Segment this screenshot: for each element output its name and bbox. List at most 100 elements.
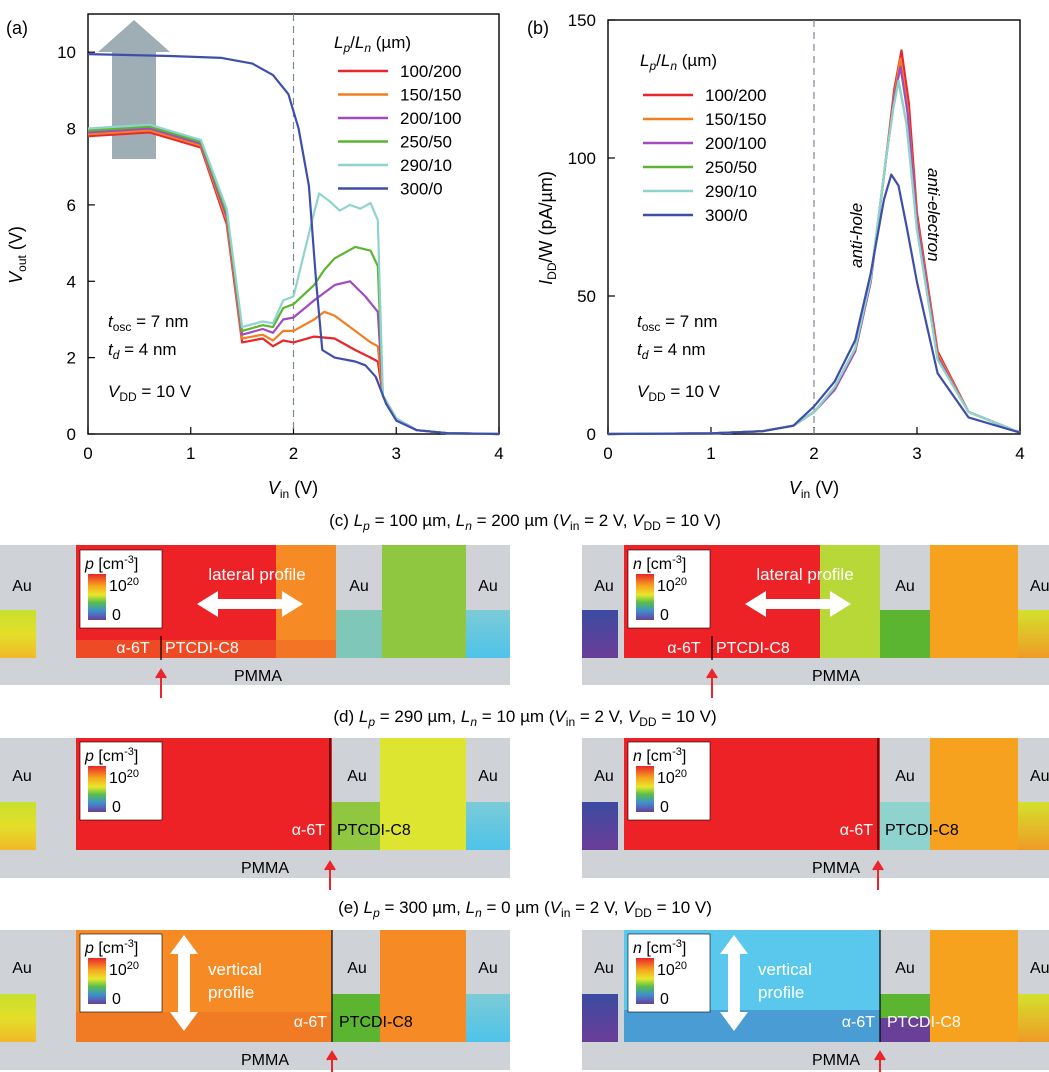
- series-line-290-10: [87, 123, 500, 436]
- au-label: Au: [349, 578, 369, 595]
- vertical-label: vertical: [208, 960, 262, 979]
- legend-label: 100/200: [705, 86, 766, 105]
- au-label: Au: [895, 578, 915, 595]
- up-arrow-icon: [98, 20, 170, 159]
- legend-label: 290/10: [705, 182, 757, 201]
- colorbar: [88, 574, 106, 620]
- legend-label: 150/150: [400, 86, 461, 105]
- colorbar: [636, 766, 654, 812]
- ptcdi-label: PTCDI-C8: [165, 640, 239, 657]
- au-label: Au: [347, 768, 367, 785]
- interface-arrow-icon: [324, 860, 336, 890]
- au-label: Au: [594, 960, 614, 977]
- colorbar-min: 0: [112, 607, 121, 624]
- profile-label: profile: [758, 983, 804, 1002]
- colorbar-min: 0: [660, 991, 669, 1008]
- colorbar-label: n [cm-3]: [633, 938, 686, 957]
- au-label: Au: [478, 960, 498, 977]
- au-label: Au: [895, 960, 915, 977]
- panel-c-right-device: Au Au Au α-6T PTCDI-C8 PMMA n [cm-3] 102…: [582, 545, 1049, 698]
- pmma-label: PMMA: [234, 668, 282, 685]
- colorbar-max: 1020: [657, 576, 687, 595]
- ptcdi-label: PTCDI-C8: [885, 822, 959, 839]
- panel-b-letter: (b): [527, 18, 549, 38]
- au-label: Au: [12, 578, 32, 595]
- panel-a-td: td = 4 nm: [108, 340, 177, 362]
- colorbar-min: 0: [660, 799, 669, 816]
- ptcdi-label: PTCDI-C8: [716, 640, 790, 657]
- au-label: Au: [12, 768, 32, 785]
- interface-arrow-icon: [872, 860, 884, 890]
- colorbar-max: 1020: [657, 768, 687, 787]
- vertical-label: vertical: [758, 960, 812, 979]
- panel-e-left-device: Au Au Au α-6T PTCDI-C8 PMMA p [cm-3] 102…: [0, 930, 510, 1072]
- panel-b: (b) 0 50 100 150 0 1 2 3 4 Lp/Ln (µm) 100/200 15…: [527, 11, 1025, 501]
- a6t-label: α-6T: [292, 822, 325, 839]
- legend-label: 300/0: [705, 206, 748, 225]
- interface-arrow-icon: [706, 668, 718, 698]
- panel-a-x-ticks: 0 1 2 3 4: [83, 427, 504, 463]
- y-tick-label: 2: [67, 349, 76, 368]
- colorbar-label: n [cm-3]: [633, 554, 686, 573]
- a6t-label: α-6T: [116, 640, 149, 657]
- series-line-300-0: [87, 53, 500, 436]
- x-tick-label: 3: [392, 444, 401, 463]
- panel-d-left-device: Au Au Au α-6T PTCDI-C8 PMMA p [cm-3] 102…: [0, 738, 510, 890]
- panel-a-series: [87, 53, 500, 436]
- a6t-label: α-6T: [294, 1014, 327, 1031]
- x-tick-label: 2: [809, 444, 818, 463]
- panel-b-y-ticks: 0 50 100 150: [568, 11, 615, 444]
- panel-a-legend: 100/200 150/150 200/100 250/50 290/10 300/0: [338, 62, 461, 199]
- au-label: Au: [478, 578, 498, 595]
- panel-a: (a) 0 2 4 6 8 10 0 1 2 3 4 Lp/Ln (µm) 100/200 150/…: [6, 13, 504, 501]
- panel-b-series: [607, 49, 1021, 436]
- y-tick-label: 150: [568, 11, 596, 30]
- colorbar-max: 1020: [657, 960, 687, 979]
- colorbar-min: 0: [660, 607, 669, 624]
- colorbar: [636, 958, 654, 1004]
- x-tick-label: 2: [289, 444, 298, 463]
- y-tick-label: 50: [577, 287, 596, 306]
- panel-a-tosc: tosc = 7 nm: [108, 312, 189, 334]
- colorbar-label: p [cm-3]: [84, 554, 138, 573]
- colorbar-max: 1020: [109, 960, 139, 979]
- y-tick-label: 8: [67, 120, 76, 139]
- colorbar: [88, 958, 106, 1004]
- pmma-label: PMMA: [812, 1052, 860, 1069]
- lateral-profile-label: lateral profile: [208, 565, 305, 584]
- panel-c-left-device: Au Au Au α-6T PTCDI-C8 PMMA p [cm-3] 102…: [0, 545, 510, 698]
- panel-a-letter: (a): [6, 18, 28, 38]
- au-label: Au: [594, 578, 614, 595]
- interface-arrow-icon: [874, 1050, 886, 1072]
- legend-label: 200/100: [705, 134, 766, 153]
- annotation-anti-electron: anti-electron: [924, 168, 943, 262]
- y-tick-label: 10: [57, 43, 76, 62]
- panel-b-xlabel: Vin (V): [789, 478, 839, 501]
- panel-a-y-ticks: 0 2 4 6 8 10: [57, 43, 95, 444]
- pmma-label: PMMA: [241, 1052, 289, 1069]
- panel-b-legend: 100/200 150/150 200/100 250/50 290/10 300/0: [643, 86, 766, 225]
- a6t-label: α-6T: [667, 640, 700, 657]
- panel-e-right-device: Au Au Au α-6T PTCDI-C8 PMMA n [cm-3] 102…: [582, 930, 1049, 1072]
- colorbar-label: n [cm-3]: [633, 746, 686, 765]
- panel-b-ylabel: IDD/W (pA/µm): [536, 171, 559, 285]
- au-label: Au: [1030, 768, 1049, 785]
- a6t-label: α-6T: [840, 822, 873, 839]
- annotation-anti-hole: anti-hole: [847, 203, 866, 268]
- au-label: Au: [1030, 578, 1049, 595]
- panel-d-title: (d) Lp = 290 µm, Ln = 10 µm (Vin = 2 V, …: [333, 707, 716, 729]
- au-label: Au: [594, 768, 614, 785]
- colorbar: [88, 766, 106, 812]
- colorbar-max: 1020: [109, 576, 139, 595]
- y-tick-label: 0: [587, 425, 596, 444]
- panel-a-vdd: VDD = 10 V: [108, 382, 192, 404]
- colorbar: [636, 574, 654, 620]
- panel-a-legend-title: Lp/Ln (µm): [334, 33, 411, 55]
- au-label: Au: [1030, 960, 1049, 977]
- panel-b-legend-title: Lp/Ln (µm): [640, 51, 717, 73]
- legend-label: 100/200: [400, 62, 461, 81]
- legend-label: 200/100: [400, 109, 461, 128]
- x-tick-label: 4: [1015, 444, 1024, 463]
- panel-c-title: (c) Lp = 100 µm, Ln = 200 µm (Vin = 2 V,…: [329, 511, 721, 533]
